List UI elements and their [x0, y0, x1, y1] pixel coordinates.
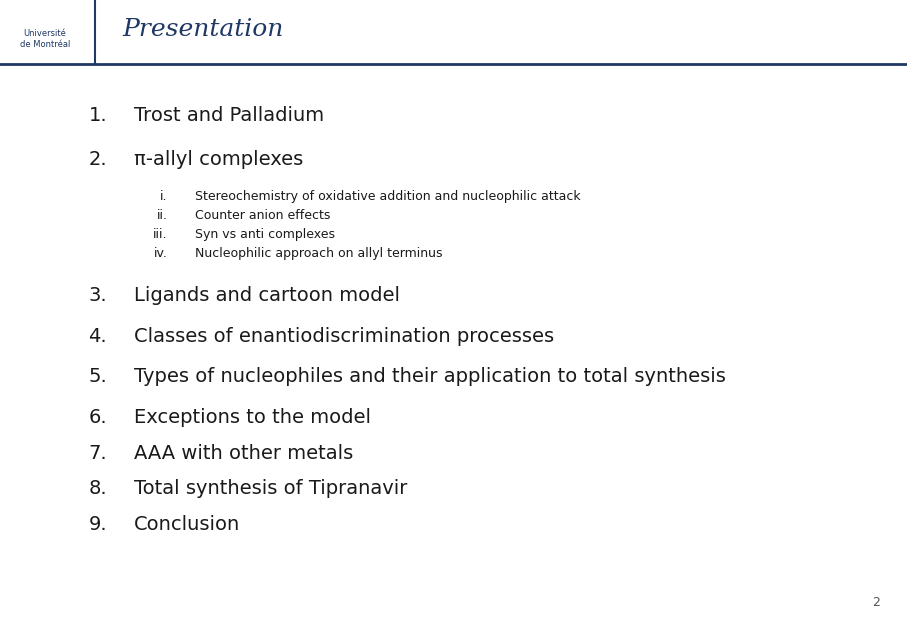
Text: 5.: 5.: [88, 368, 107, 386]
Text: 4.: 4.: [88, 327, 107, 346]
Text: 7.: 7.: [88, 444, 107, 462]
Text: Exceptions to the model: Exceptions to the model: [134, 408, 371, 427]
Text: iv.: iv.: [154, 247, 168, 259]
Text: 2: 2: [872, 596, 880, 609]
Text: Presentation: Presentation: [122, 19, 284, 41]
Text: 1.: 1.: [88, 106, 107, 125]
Text: 6.: 6.: [88, 408, 107, 427]
Text: Classes of enantiodiscrimination processes: Classes of enantiodiscrimination process…: [134, 327, 554, 346]
Text: i.: i.: [161, 191, 168, 203]
Text: Syn vs anti complexes: Syn vs anti complexes: [195, 228, 335, 241]
Text: Counter anion effects: Counter anion effects: [195, 209, 330, 222]
Text: Nucleophilic approach on allyl terminus: Nucleophilic approach on allyl terminus: [195, 247, 443, 259]
Text: 3.: 3.: [88, 286, 107, 305]
Text: 2.: 2.: [88, 150, 107, 169]
Text: 8.: 8.: [88, 479, 107, 498]
Text: Université
de Montréal: Université de Montréal: [20, 29, 71, 49]
Text: Types of nucleophiles and their application to total synthesis: Types of nucleophiles and their applicat…: [134, 368, 727, 386]
Text: iii.: iii.: [153, 228, 168, 241]
Text: Ligands and cartoon model: Ligands and cartoon model: [134, 286, 400, 305]
Text: Conclusion: Conclusion: [134, 515, 240, 534]
Text: π-allyl complexes: π-allyl complexes: [134, 150, 304, 169]
Text: 9.: 9.: [88, 515, 107, 534]
Text: Total synthesis of Tipranavir: Total synthesis of Tipranavir: [134, 479, 407, 498]
Text: ii.: ii.: [157, 209, 168, 222]
Text: Trost and Palladium: Trost and Palladium: [134, 106, 325, 125]
Text: Stereochemistry of oxidative addition and nucleophilic attack: Stereochemistry of oxidative addition an…: [195, 191, 580, 203]
Text: AAA with other metals: AAA with other metals: [134, 444, 354, 462]
